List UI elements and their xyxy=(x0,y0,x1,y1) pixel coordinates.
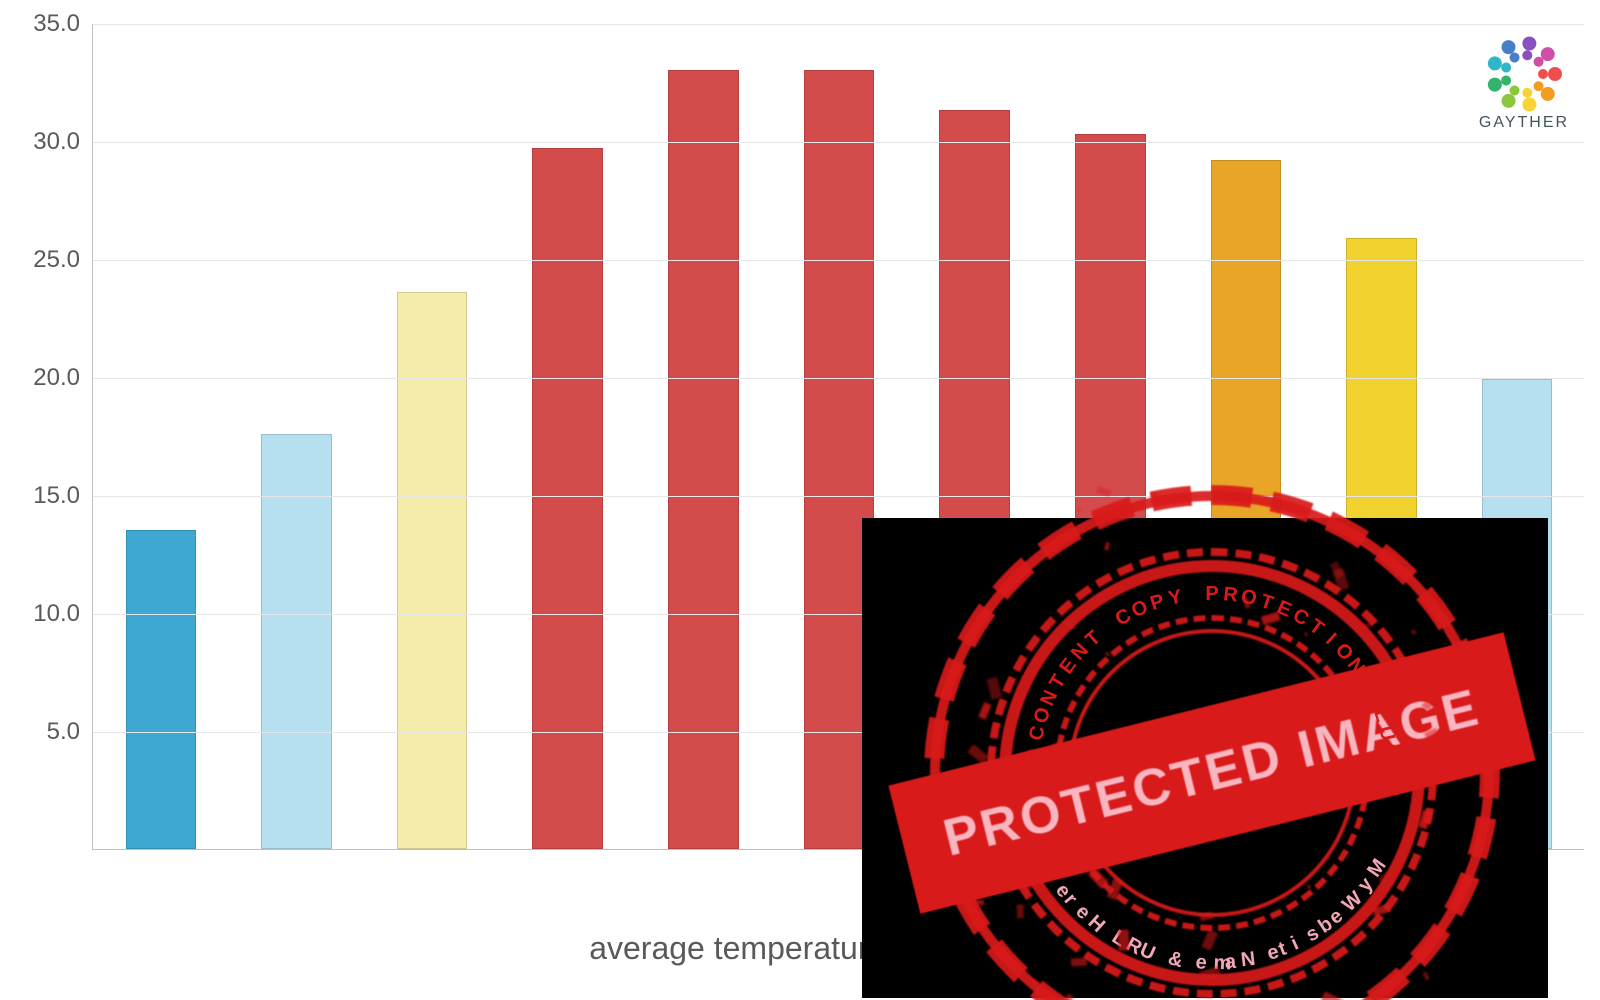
stamp-speckle xyxy=(1016,904,1024,919)
stamp-speckle xyxy=(1328,679,1332,687)
gridline xyxy=(93,260,1584,261)
y-tick-label: 30.0 xyxy=(0,128,80,156)
chart-container: GAYTHER average temperature in degre PRO… xyxy=(0,0,1600,1000)
bar xyxy=(532,148,603,849)
y-tick-label: 10.0 xyxy=(0,600,80,628)
protected-overlay: PROTECTED IMAGEWP CONTENT COPY PROTECTIO… xyxy=(862,518,1548,998)
logo-petal-icon xyxy=(1521,96,1537,112)
logo-petal-icon xyxy=(1521,35,1537,51)
y-tick-label: 35.0 xyxy=(0,10,80,38)
stamp-arc-text: My Website Name & URL Here xyxy=(924,485,1500,1000)
bar xyxy=(397,292,468,849)
logo-flower-icon xyxy=(1488,38,1560,110)
logo-petal-icon xyxy=(1522,49,1534,61)
stamp-speckle xyxy=(974,900,984,905)
gridline xyxy=(93,378,1584,379)
y-tick-label: 20.0 xyxy=(0,364,80,392)
logo-petal-icon xyxy=(1548,67,1562,81)
stamp-speckle xyxy=(1118,929,1129,951)
logo-petal-icon xyxy=(1538,69,1548,79)
logo-petal-icon xyxy=(1500,61,1513,74)
gridline xyxy=(93,142,1584,143)
y-tick-label: 5.0 xyxy=(0,718,80,746)
y-tick-label: 25.0 xyxy=(0,246,80,274)
stamp-speckle xyxy=(1077,508,1082,510)
bar xyxy=(126,530,197,849)
y-tick-label: 15.0 xyxy=(0,482,80,510)
gridline xyxy=(93,24,1584,25)
protected-stamp: PROTECTED IMAGEWP CONTENT COPY PROTECTIO… xyxy=(924,485,1500,1000)
brand-logo: GAYTHER xyxy=(1476,38,1572,132)
stamp-speckle xyxy=(1071,958,1088,967)
logo-text: GAYTHER xyxy=(1476,114,1572,132)
